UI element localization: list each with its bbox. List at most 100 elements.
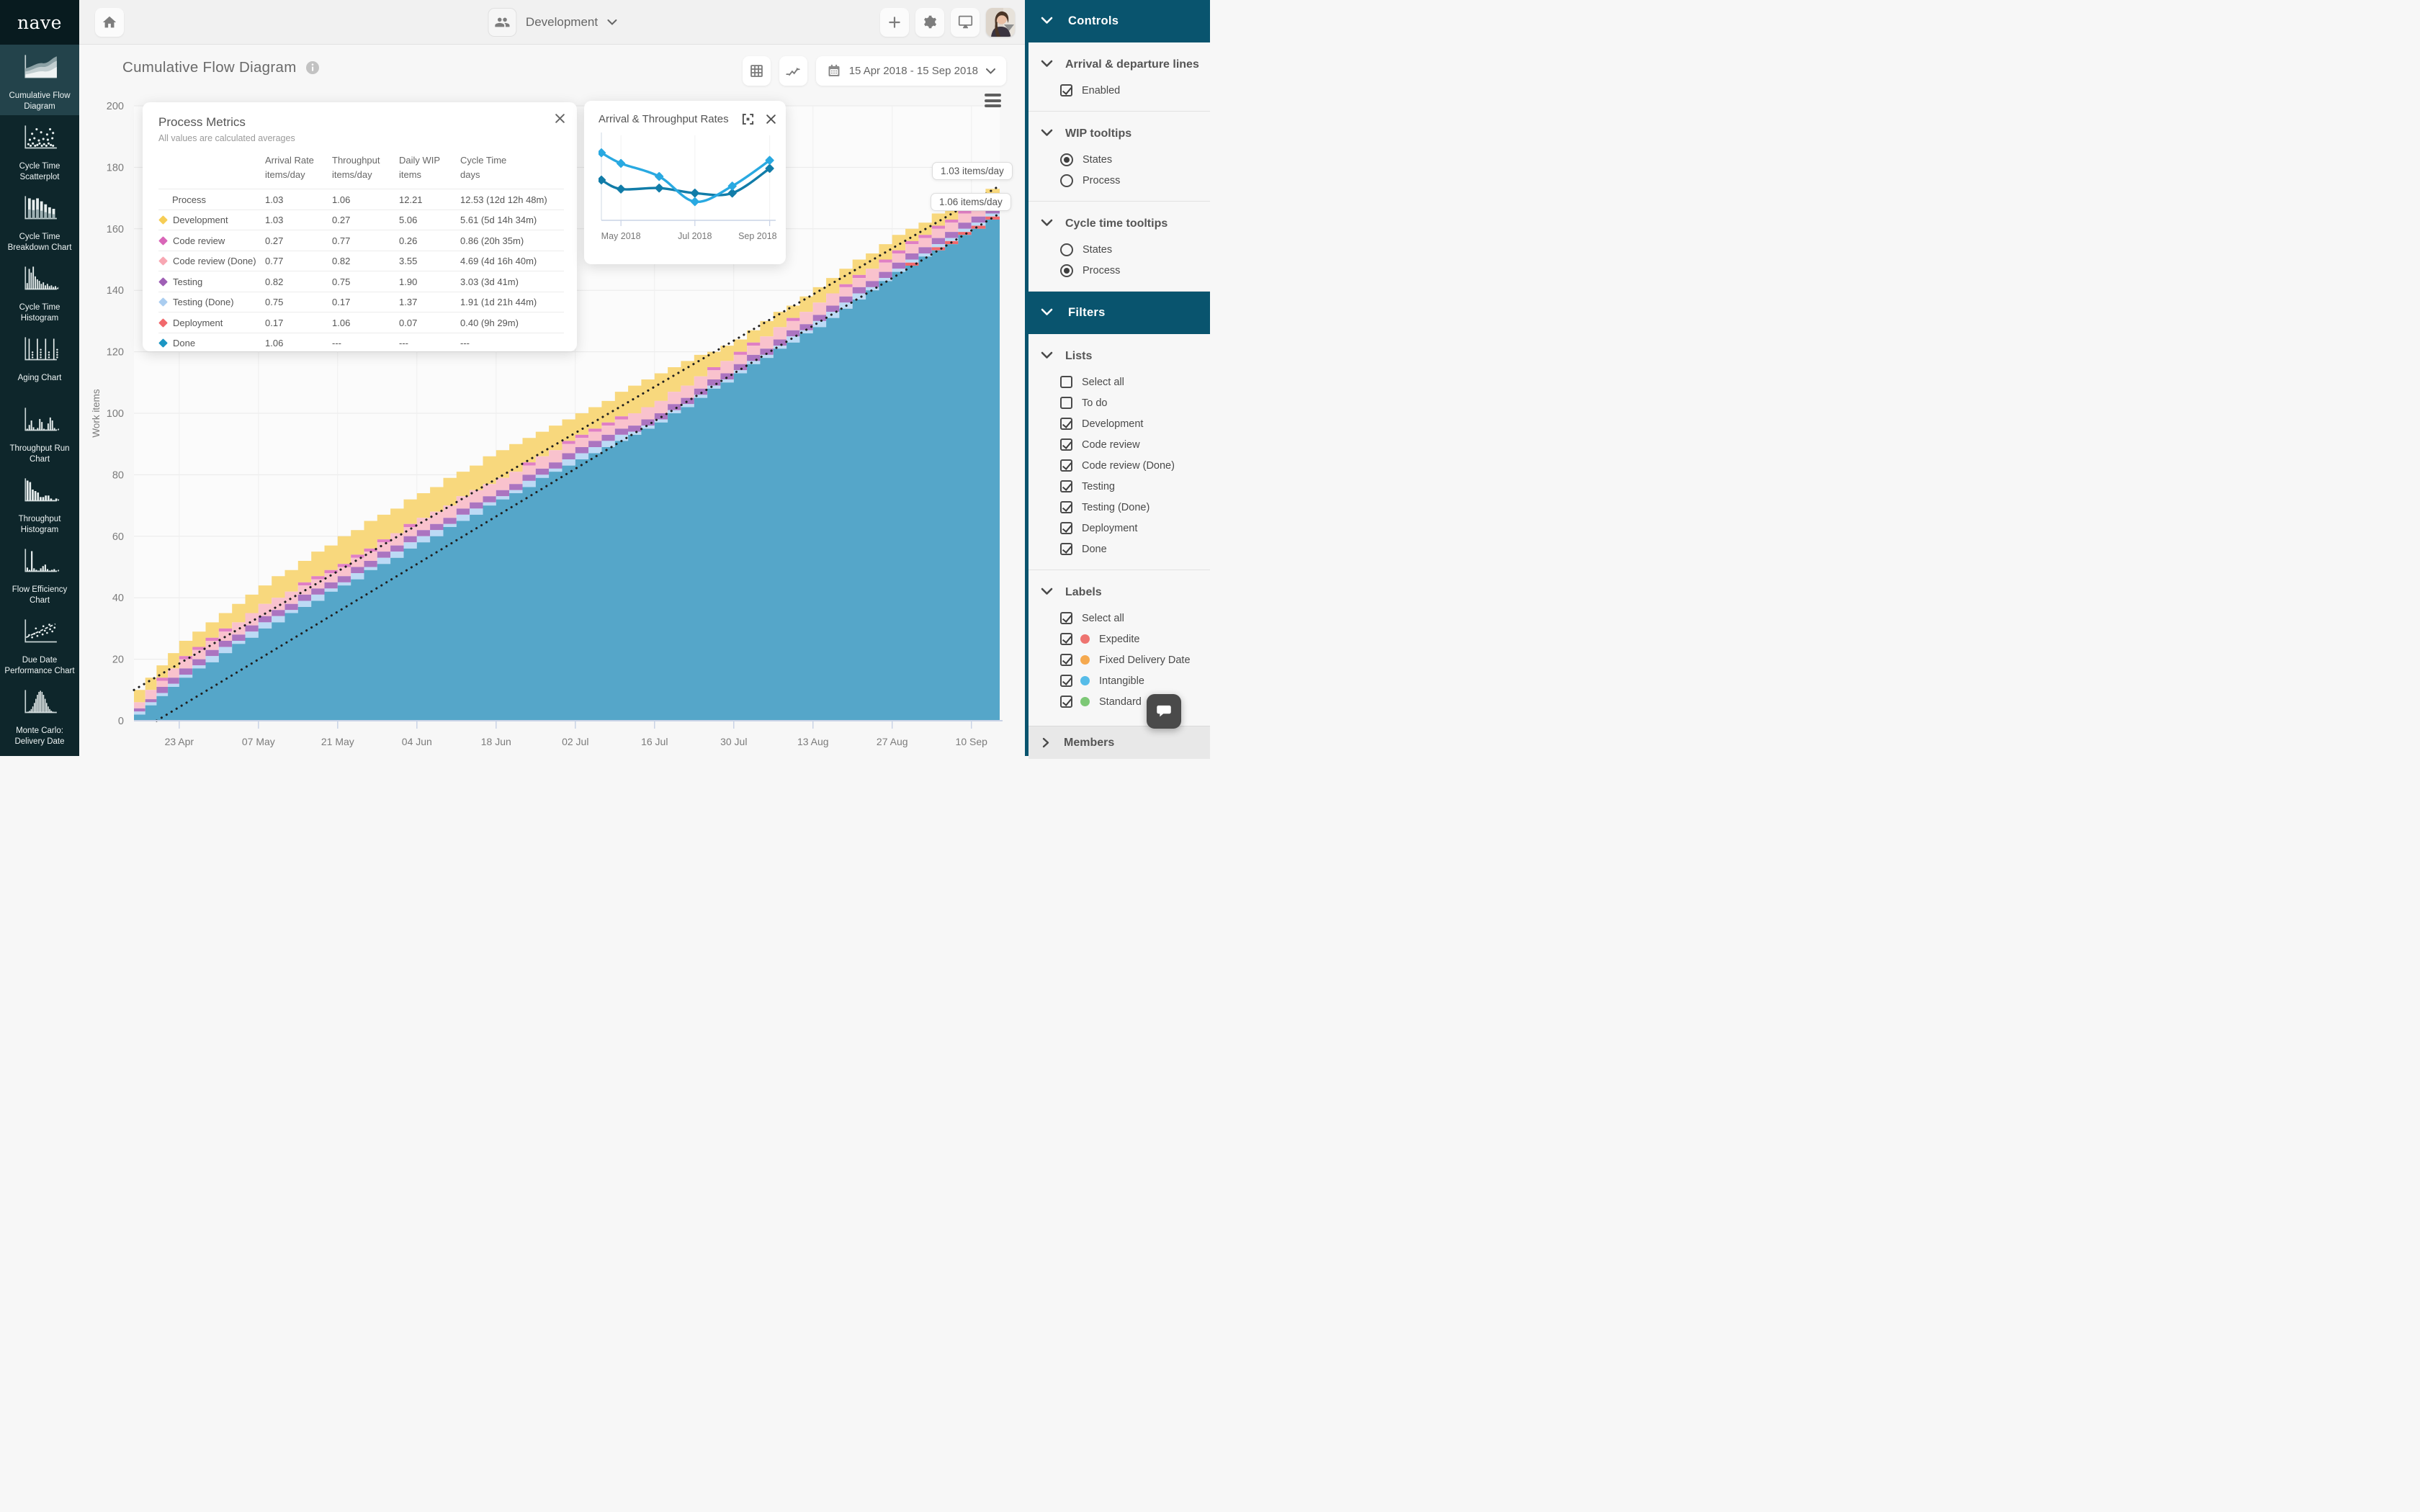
close-button[interactable] <box>552 112 567 127</box>
settings-button[interactable] <box>915 7 944 37</box>
grid-icon <box>750 65 763 77</box>
section-title-label: WIP tooltips <box>1065 127 1132 140</box>
panel-header-filters[interactable]: Filters <box>1028 292 1210 334</box>
metrics-row-name: Code review <box>158 235 265 246</box>
checkbox-control[interactable] <box>1060 543 1072 555</box>
section-title-label: Labels <box>1065 586 1102 598</box>
sidebar-item-flow-efficiency-chart[interactable]: Flow Efficiency Chart <box>0 539 79 609</box>
radio-control[interactable] <box>1060 264 1073 277</box>
option-label: Development <box>1082 418 1144 430</box>
board-selector[interactable]: Development <box>487 7 617 37</box>
metrics-cell-wip: 3.55 <box>399 256 418 267</box>
plus-icon <box>889 16 900 28</box>
checkbox-control[interactable] <box>1060 675 1072 687</box>
checkbox-control[interactable] <box>1060 459 1072 472</box>
section-title-labels[interactable]: Labels <box>1028 583 1210 602</box>
radio-process[interactable]: Process <box>1028 170 1210 191</box>
departure-rate-badge: 1.06 items/day <box>931 193 1011 211</box>
checkbox-control[interactable] <box>1060 418 1072 430</box>
radio-control[interactable] <box>1060 174 1073 187</box>
date-range-value: 15 Apr 2018 - 15 Sep 2018 <box>848 65 978 77</box>
sidebar-item-due-date-performance-chart[interactable]: Due Date Performance Chart <box>0 609 79 680</box>
chart-menu-icon[interactable] <box>985 94 1001 110</box>
metrics-cell-throughput: 0.77 <box>332 235 351 246</box>
checkbox-testing[interactable]: Testing <box>1028 476 1210 497</box>
rates-line-arrival-rate <box>600 151 771 203</box>
sidebar-item-cycle-time-breakdown-chart[interactable]: Cycle Time Breakdown Chart <box>0 186 79 256</box>
checkbox-control[interactable] <box>1060 397 1072 409</box>
metrics-cell-arrival: 0.82 <box>265 276 284 287</box>
close-button[interactable] <box>763 111 779 127</box>
sidebar-item-throughput-run-chart[interactable]: Throughput Run Chart <box>0 397 79 468</box>
checkbox-control[interactable] <box>1060 501 1072 513</box>
checkbox-control[interactable] <box>1060 376 1072 388</box>
expedite-color-dot <box>1080 634 1090 644</box>
home-button[interactable] <box>95 7 124 37</box>
checkbox-control[interactable] <box>1060 438 1072 451</box>
checkbox-control[interactable] <box>1060 612 1072 624</box>
checkbox-control[interactable] <box>1060 633 1072 645</box>
checkbox-control[interactable] <box>1060 696 1072 708</box>
checkbox-code-review-done[interactable]: Code review (Done) <box>1028 455 1210 476</box>
checkbox-code-review[interactable]: Code review <box>1028 434 1210 455</box>
sidebar-item-cycle-time-histogram[interactable]: Cycle Time Histogram <box>0 256 79 327</box>
expand-button[interactable] <box>740 111 756 127</box>
section-title-lists[interactable]: Lists <box>1028 347 1210 366</box>
panel-header-controls[interactable]: Controls <box>1028 0 1210 42</box>
option-label: Enabled <box>1082 84 1121 96</box>
radio-states[interactable]: States <box>1028 239 1210 260</box>
checkbox-select-all[interactable]: Select all <box>1028 608 1210 629</box>
checkbox-testing-done[interactable]: Testing (Done) <box>1028 497 1210 518</box>
radio-control[interactable] <box>1060 243 1073 256</box>
checkbox-fixed-delivery-date[interactable]: Fixed Delivery Date <box>1028 649 1210 670</box>
option-label: Intangible <box>1099 675 1144 687</box>
testing-diamond-icon <box>158 276 168 287</box>
sidebar-item-aging-chart[interactable]: Aging Chart <box>0 327 79 397</box>
checkbox-standard[interactable]: Standard <box>1028 691 1210 712</box>
add-button[interactable] <box>880 7 909 37</box>
metrics-cell-throughput: 0.82 <box>332 256 351 267</box>
section-title-wip-tooltips[interactable]: WIP tooltips <box>1028 125 1210 143</box>
checkbox-enabled[interactable]: Enabled <box>1028 80 1210 101</box>
nave-logo[interactable]: nave <box>0 0 79 45</box>
members-section[interactable]: Members <box>1028 726 1210 759</box>
svg-text:120: 120 <box>107 347 124 359</box>
checkbox-control[interactable] <box>1060 84 1072 96</box>
checkbox-control[interactable] <box>1060 480 1072 492</box>
checkbox-control[interactable] <box>1060 522 1072 534</box>
metrics-row-label: Deployment <box>173 317 223 328</box>
calendar-icon <box>828 64 840 76</box>
metrics-row-label: Code review (Done) <box>173 256 256 267</box>
chevron-down-icon <box>607 19 617 25</box>
option-label: Testing (Done) <box>1082 501 1150 513</box>
trend-view-button[interactable] <box>779 56 807 86</box>
radio-process[interactable]: Process <box>1028 260 1210 281</box>
section-wip-tooltips: WIP tooltips States Process <box>1028 112 1210 202</box>
checkbox-control[interactable] <box>1060 654 1072 666</box>
table-view-button[interactable] <box>742 56 771 86</box>
date-range-picker[interactable]: 15 Apr 2018 - 15 Sep 2018 <box>815 56 1006 86</box>
checkbox-select-all[interactable]: Select all <box>1028 372 1210 392</box>
avatar[interactable] <box>986 7 1015 37</box>
radio-states[interactable]: States <box>1028 149 1210 170</box>
display-button[interactable] <box>951 7 980 37</box>
section-title-arrival-departure-lines[interactable]: Arrival & departure lines <box>1028 55 1210 74</box>
checkbox-intangible[interactable]: Intangible <box>1028 670 1210 691</box>
fixed-delivery-date-color-dot <box>1080 655 1090 665</box>
checkbox-development[interactable]: Development <box>1028 413 1210 434</box>
sidebar-item-throughput-histogram[interactable]: Throughput Histogram <box>0 468 79 539</box>
sidebar-item-cycle-time-scatterplot[interactable]: Cycle Time Scatterplot <box>0 115 79 186</box>
metrics-cell-arrival: 0.75 <box>265 297 284 308</box>
sidebar-item-cumulative-flow-diagram[interactable]: Cumulative Flow Diagram <box>0 45 79 115</box>
chat-button[interactable] <box>1147 694 1181 729</box>
code-review-diamond-icon <box>158 235 168 246</box>
checkbox-to-do[interactable]: To do <box>1028 392 1210 413</box>
section-title-cycle-time-tooltips[interactable]: Cycle time tooltips <box>1028 215 1210 233</box>
checkbox-deployment[interactable]: Deployment <box>1028 518 1210 539</box>
checkbox-expedite[interactable]: Expedite <box>1028 629 1210 649</box>
sidebar-item-monte-carlo-delivery-date[interactable]: Monte Carlo: Delivery Date <box>0 680 79 750</box>
checkbox-done[interactable]: Done <box>1028 539 1210 559</box>
radio-control[interactable] <box>1060 153 1073 166</box>
info-icon[interactable] <box>305 61 319 74</box>
chat-icon <box>1157 705 1171 717</box>
